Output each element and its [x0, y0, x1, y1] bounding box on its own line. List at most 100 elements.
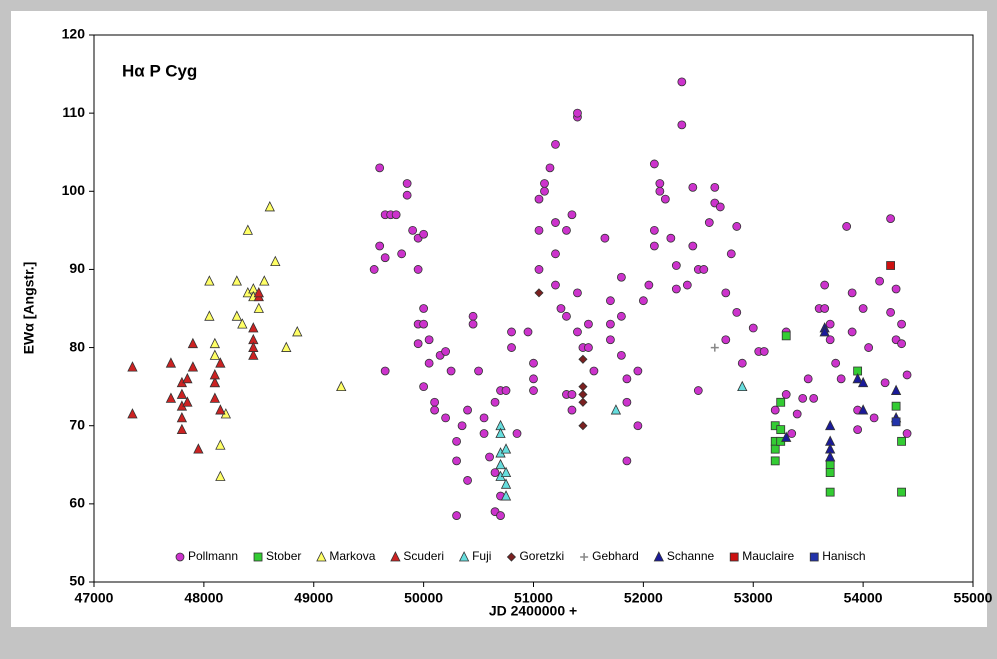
- point: [402, 190, 412, 200]
- point: [237, 318, 248, 329]
- point: [419, 319, 429, 329]
- point: [463, 405, 472, 415]
- point: [369, 265, 379, 274]
- legend-marker: [175, 552, 185, 562]
- point: [649, 241, 659, 251]
- point: [242, 224, 253, 235]
- point: [589, 366, 599, 376]
- point: [781, 431, 792, 442]
- point: [452, 436, 461, 446]
- point: [204, 275, 215, 286]
- point: [127, 361, 138, 372]
- point: [204, 310, 215, 321]
- legend-label: Mauclaire: [742, 549, 794, 563]
- point: [776, 397, 786, 407]
- point: [737, 380, 748, 392]
- point: [430, 397, 440, 407]
- point: [127, 408, 138, 419]
- point: [610, 404, 622, 415]
- point: [529, 358, 538, 368]
- point: [474, 366, 483, 376]
- point: [671, 284, 681, 294]
- point: [825, 335, 835, 345]
- point: [292, 326, 303, 337]
- point: [825, 460, 835, 470]
- point: [776, 425, 786, 435]
- x-tick-label: 53000: [734, 590, 773, 606]
- legend-marker: [316, 551, 327, 562]
- legend-marker: [729, 552, 739, 562]
- point: [551, 280, 560, 290]
- legend-marker: [653, 551, 664, 562]
- point: [633, 366, 643, 376]
- point: [176, 412, 188, 423]
- x-tick-label: 50000: [404, 590, 443, 606]
- point: [534, 225, 544, 235]
- point: [715, 202, 725, 212]
- legend-label: Pollmann: [188, 549, 238, 563]
- legend-marker: [506, 552, 517, 562]
- point: [430, 405, 440, 415]
- point: [671, 261, 681, 270]
- point: [787, 429, 797, 438]
- point: [529, 386, 538, 395]
- point: [248, 349, 259, 360]
- legend-item: Scuderi: [390, 549, 444, 563]
- point: [490, 468, 500, 478]
- point: [825, 319, 835, 329]
- point: [660, 194, 670, 204]
- legend-label: Gebhard: [592, 549, 639, 563]
- point: [375, 241, 385, 251]
- legend-marker: [580, 553, 589, 561]
- point: [209, 349, 221, 360]
- point: [852, 372, 863, 384]
- point: [567, 390, 577, 399]
- point: [209, 369, 221, 380]
- point: [633, 421, 643, 431]
- point: [584, 343, 593, 352]
- point: [441, 413, 451, 423]
- point: [902, 370, 912, 380]
- legend-item: Gebhard: [580, 549, 639, 563]
- point: [507, 343, 516, 352]
- point: [699, 265, 709, 274]
- point: [193, 443, 204, 454]
- point: [215, 404, 226, 415]
- point: [452, 456, 461, 466]
- point: [512, 429, 522, 438]
- point: [209, 392, 221, 403]
- point: [578, 421, 588, 431]
- point: [551, 249, 560, 259]
- plot-area: [93, 34, 974, 583]
- point: [655, 186, 665, 196]
- point: [259, 275, 270, 286]
- point: [479, 413, 489, 423]
- point: [567, 210, 577, 220]
- point: [842, 222, 852, 231]
- point: [677, 77, 687, 87]
- y-axis-label: EWα [Angstr.]: [21, 262, 37, 355]
- point: [902, 429, 912, 438]
- point: [732, 222, 742, 231]
- point: [424, 358, 434, 368]
- point: [413, 265, 423, 274]
- legend-label: Markova: [329, 549, 375, 563]
- point: [880, 378, 890, 388]
- point: [721, 288, 731, 298]
- point: [792, 409, 802, 419]
- x-tick-label: 47000: [75, 590, 114, 606]
- point: [622, 374, 632, 384]
- point: [468, 319, 478, 329]
- point: [573, 108, 582, 118]
- point: [468, 311, 478, 321]
- point: [495, 458, 506, 470]
- point: [831, 358, 841, 368]
- point: [507, 327, 516, 337]
- x-tick-label: 55000: [954, 590, 993, 606]
- x-tick-label: 54000: [844, 590, 883, 606]
- point: [187, 361, 199, 372]
- point: [523, 327, 533, 337]
- point: [825, 419, 836, 431]
- point: [248, 322, 259, 333]
- point: [248, 341, 259, 352]
